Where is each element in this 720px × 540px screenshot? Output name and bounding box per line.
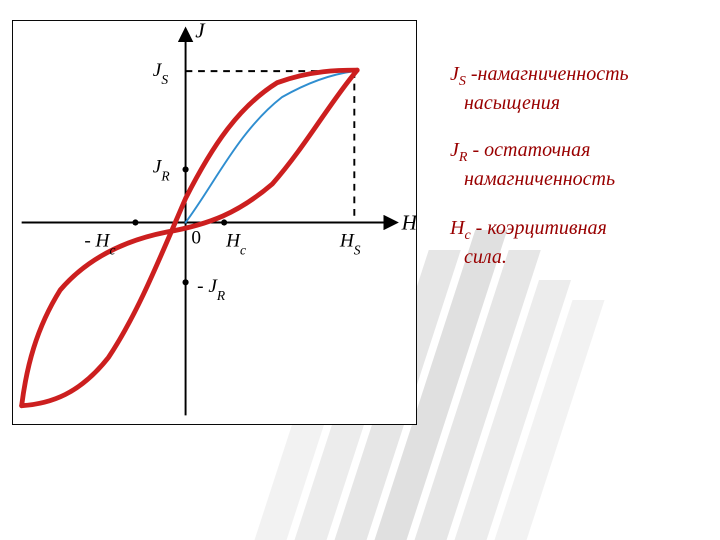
label-H_axis: H <box>401 210 417 234</box>
label-J_axis: J <box>195 20 206 42</box>
legend-line1: Hc - коэрцитивная <box>450 216 607 245</box>
legend-symbol: JS <box>450 63 466 85</box>
legend-line2: насыщения <box>450 91 629 116</box>
point-Hc <box>221 219 227 225</box>
hysteresis-chart: JH0JSJR- JRHc- HcHS <box>12 20 417 425</box>
point-neg_JR <box>182 279 188 285</box>
legend-item-js: JS -намагниченностьнасыщения <box>450 62 629 116</box>
chart-frame: JH0JSJR- JRHc- HcHS <box>12 20 417 425</box>
legend-line1: JR - остаточная <box>450 138 615 167</box>
legend-line2: сила. <box>450 245 607 270</box>
legend-line2: намагниченность <box>450 167 615 192</box>
legend-text: - остаточная <box>467 139 590 161</box>
legend-line1: JS -намагниченность <box>450 62 629 91</box>
legend-item-jr: JR - остаточнаянамагниченность <box>450 138 615 192</box>
point-JR <box>182 166 188 172</box>
label-zero: 0 <box>191 228 201 249</box>
legend-symbol: JR <box>450 139 467 161</box>
legend-text: -намагниченность <box>466 63 629 85</box>
point-neg_Hc <box>132 219 138 225</box>
legend-text: - коэрцитивная <box>471 217 607 239</box>
legend-item-hc: Hc - коэрцитивнаясила. <box>450 216 607 270</box>
legend-symbol: Hc <box>450 217 471 239</box>
